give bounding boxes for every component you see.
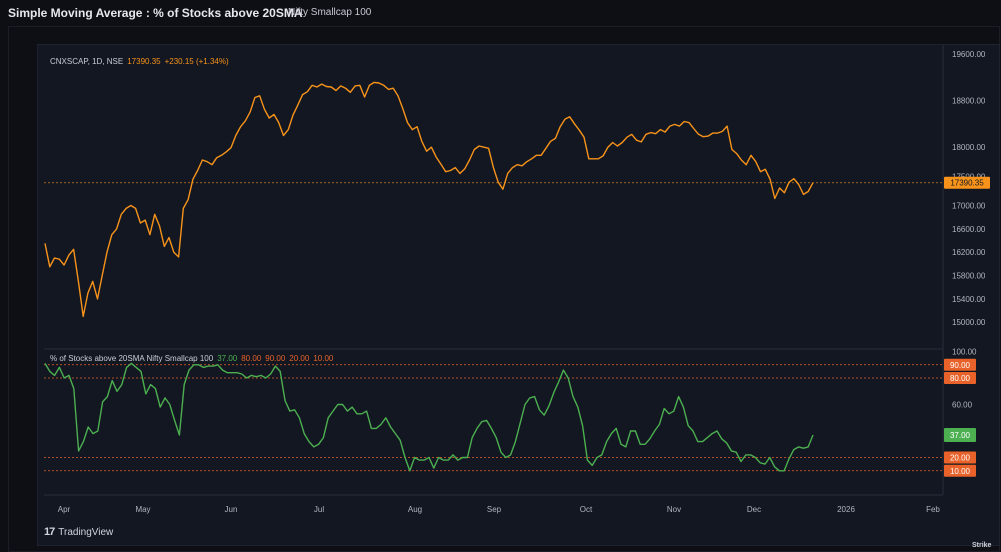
tradingview-label: TradingView <box>58 526 114 538</box>
time-axis-tick: Oct <box>580 505 593 514</box>
page-header: Simple Moving Average : % of Stocks abov… <box>0 0 1001 26</box>
last-price-badge <box>944 176 990 189</box>
last-price-label: 17390.35 <box>950 179 984 188</box>
indicator-legend-value-4: 20.00 <box>289 354 310 363</box>
indicator-legend: % of Stocks above 20SMA Nifty Smallcap 1… <box>50 354 337 363</box>
price-axis-tick: 15000.00 <box>952 318 986 327</box>
level-badge-90 <box>944 358 976 371</box>
time-axis-tick: May <box>135 505 150 514</box>
price-axis-tick: 19600.00 <box>952 50 986 59</box>
indicator-axis-tick: 60.00 <box>952 401 973 410</box>
price-legend-value: 17390.35 <box>127 57 161 66</box>
price-axis-tick: 16600.00 <box>952 225 986 234</box>
indicator-legend-value-5: 10.00 <box>313 354 334 363</box>
price-axis-tick: 18800.00 <box>952 96 986 105</box>
indicator-legend-value-2: 80.00 <box>241 354 262 363</box>
level-badge-10 <box>944 464 976 477</box>
level-badge-20 <box>944 451 976 464</box>
price-axis-tick: 15400.00 <box>952 295 986 304</box>
price-legend-symbol: CNXSCAP, 1D, NSE <box>50 57 124 66</box>
time-axis-tick: 2026 <box>837 505 855 514</box>
page-title: Simple Moving Average : % of Stocks abov… <box>8 6 303 20</box>
level-label-80: 80.00 <box>950 374 971 383</box>
page-subtitle: Nifty Smallcap 100 <box>288 7 372 18</box>
time-axis-tick: Nov <box>667 505 681 514</box>
time-axis-tick: Aug <box>408 505 422 514</box>
level-label-90: 90.00 <box>950 361 971 370</box>
tradingview-watermark[interactable]: 17 TradingView <box>44 526 113 538</box>
time-axis-tick: Feb <box>926 505 940 514</box>
price-axis-tick: 16200.00 <box>952 248 986 257</box>
price-axis-tick: 17000.00 <box>952 202 986 211</box>
last-indicator-label: 37.00 <box>950 431 971 440</box>
price-axis-tick: 18000.00 <box>952 143 986 152</box>
time-axis-tick: Jun <box>225 505 238 514</box>
last-indicator-badge <box>944 427 976 442</box>
price-legend: CNXSCAP, 1D, NSE 17390.35 +230.15 (+1.34%) <box>50 57 233 66</box>
price-series-line <box>44 81 814 318</box>
time-axis-tick: Dec <box>747 505 761 514</box>
indicator-legend-value-1: 37.00 <box>217 354 238 363</box>
chart-frame[interactable] <box>37 44 1000 546</box>
tradingview-logo-icon: 17 <box>44 526 55 538</box>
indicator-legend-value-3: 90.00 <box>265 354 286 363</box>
indicator-axis-tick: 100.00 <box>952 348 977 357</box>
time-axis-tick: Apr <box>58 505 71 514</box>
brand-label: Strike <box>972 542 992 549</box>
price-legend-change: +230.15 (+1.34%) <box>164 57 229 66</box>
level-label-20: 20.00 <box>950 454 971 463</box>
time-axis-tick: Sep <box>487 505 502 514</box>
level-label-10: 10.00 <box>950 467 971 476</box>
level-badge-80 <box>944 372 976 384</box>
indicator-series-line <box>44 362 814 472</box>
indicator-legend-name: % of Stocks above 20SMA Nifty Smallcap 1… <box>50 354 214 363</box>
time-axis-tick: Jul <box>314 505 324 514</box>
price-axis-tick: 15800.00 <box>952 272 986 281</box>
